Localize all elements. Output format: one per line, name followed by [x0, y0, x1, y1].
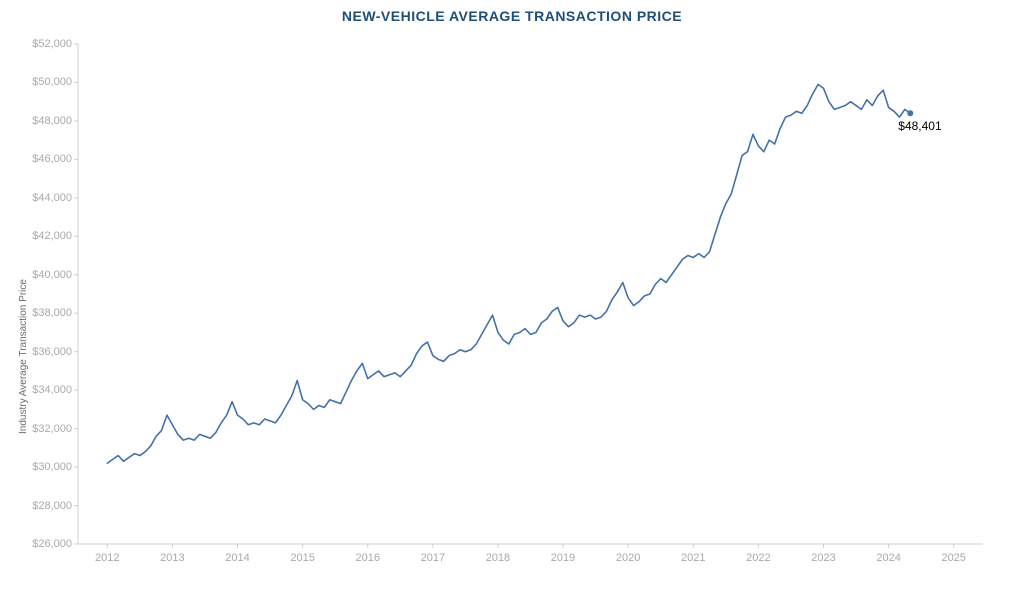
- x-tick-label: 2015: [290, 544, 314, 564]
- y-tick-label: $48,000: [32, 115, 78, 127]
- x-tick-label: 2012: [95, 544, 119, 564]
- x-tick-label: 2019: [551, 544, 575, 564]
- y-tick-label: $28,000: [32, 500, 78, 512]
- x-tick-label: 2018: [486, 544, 510, 564]
- x-tick-label: 2014: [225, 544, 249, 564]
- plot-area: $48,401 $26,000$28,000$30,000$32,000$34,…: [78, 44, 983, 544]
- y-tick-label: $26,000: [32, 538, 78, 550]
- x-tick-label: 2025: [941, 544, 965, 564]
- chart-svg: [78, 44, 983, 544]
- endpoint-marker: [907, 110, 913, 116]
- x-tick-label: 2017: [421, 544, 445, 564]
- y-tick-label: $44,000: [32, 192, 78, 204]
- x-tick-label: 2023: [811, 544, 835, 564]
- price-series-line: [107, 84, 910, 463]
- y-tick-label: $38,000: [32, 307, 78, 319]
- x-tick-label: 2016: [355, 544, 379, 564]
- y-tick-label: $36,000: [32, 346, 78, 358]
- y-tick-label: $42,000: [32, 230, 78, 242]
- x-tick-label: 2020: [616, 544, 640, 564]
- x-tick-label: 2024: [876, 544, 900, 564]
- y-tick-label: $50,000: [32, 76, 78, 88]
- chart-title: NEW-VEHICLE AVERAGE TRANSACTION PRICE: [0, 8, 1024, 24]
- x-tick-label: 2021: [681, 544, 705, 564]
- y-tick-label: $34,000: [32, 384, 78, 396]
- endpoint-label: $48,401: [898, 119, 941, 133]
- x-tick-label: 2022: [746, 544, 770, 564]
- y-tick-label: $52,000: [32, 38, 78, 50]
- y-axis-label: Industry Average Transaction Price: [18, 279, 29, 434]
- y-tick-label: $30,000: [32, 461, 78, 473]
- y-tick-label: $32,000: [32, 423, 78, 435]
- chart-container: NEW-VEHICLE AVERAGE TRANSACTION PRICE In…: [0, 0, 1024, 591]
- y-tick-label: $46,000: [32, 153, 78, 165]
- x-tick-label: 2013: [160, 544, 184, 564]
- y-tick-label: $40,000: [32, 269, 78, 281]
